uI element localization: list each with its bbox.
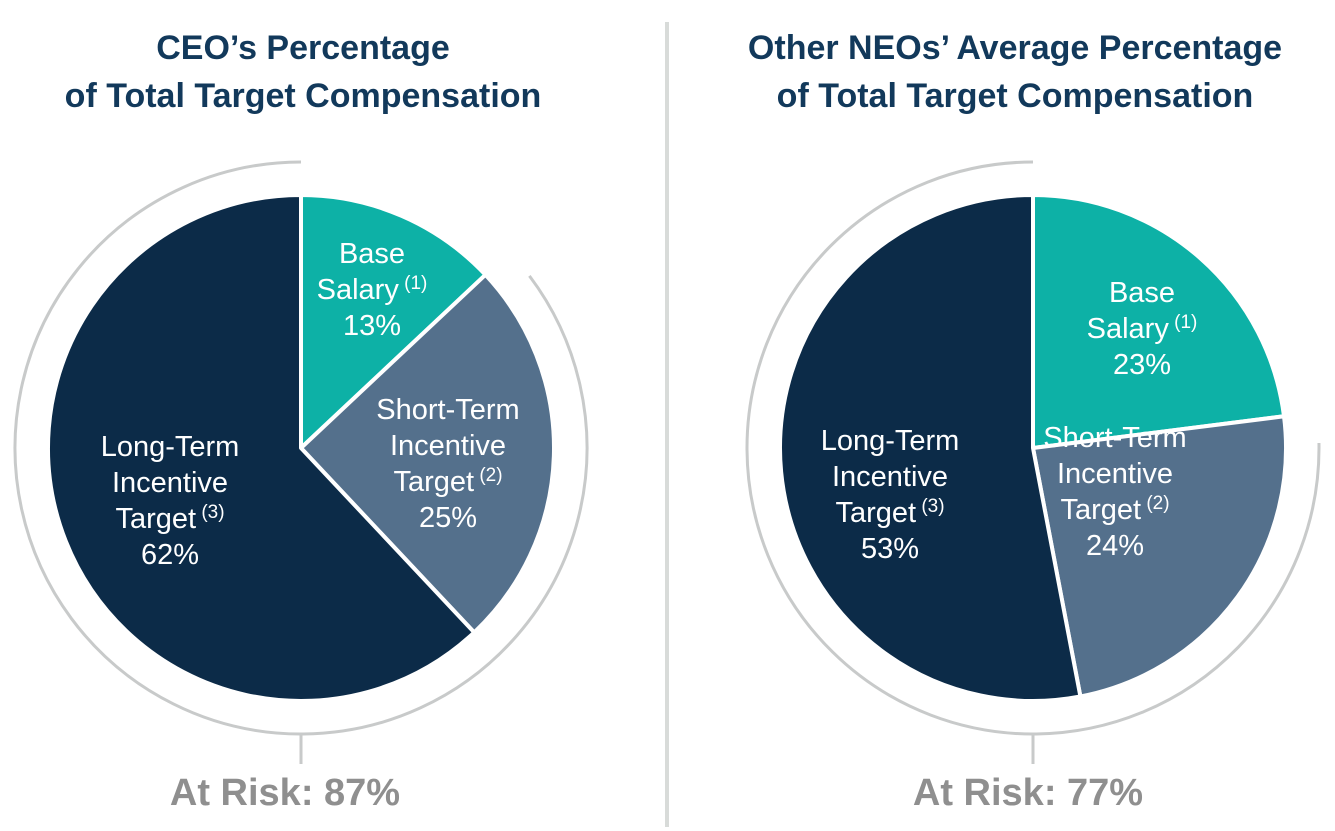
pie-ceo-slice-long-term-incentive-target (46, 193, 477, 703)
at-risk-arc-ceo (13, 160, 589, 736)
pie-ceo-slice-label-base-salary: Base Salary (1) 13% (317, 238, 428, 342)
chart-title-ceo: CEO’s Percentage of Total Target Compens… (0, 24, 606, 120)
pie-ceo-slice-base-salary (299, 193, 488, 450)
at-risk-label-ceo: At Risk: 87% (169, 772, 401, 814)
pie-other-neos-slice-long-term-incentive-target (778, 193, 1083, 703)
pie-ceo-slice-label-long-term-incentive-target: Long-Term Incentive Target (3) 62% (101, 431, 240, 571)
pie-ceo-slice-short-term-incentive-target (299, 272, 556, 635)
at-risk-label-other-neos: At Risk: 77% (912, 772, 1144, 814)
pie-other-neos-slice-label-short-term-incentive-target: Short-Term Incentive Target (2) 24% (1043, 422, 1186, 562)
chart-title-other-neos: Other NEOs’ Average Percentage of Total … (680, 24, 1335, 120)
at-risk-arc-other-neos (745, 160, 1321, 736)
pie-other-neos-slice-label-long-term-incentive-target: Long-Term Incentive Target (3) 53% (821, 425, 960, 565)
pie-other-neos-slice-base-salary (1031, 193, 1287, 450)
pie-other-neos-slice-label-base-salary: Base Salary (1) 23% (1087, 277, 1198, 381)
panel-divider (665, 22, 669, 827)
chart-title-ceo-line-2: of Total Target Compensation (64, 77, 542, 115)
chart-title-other-neos-line-2: of Total Target Compensation (776, 77, 1254, 115)
pie-ceo-slice-label-short-term-incentive-target: Short-Term Incentive Target (2) 25% (376, 394, 519, 534)
chart-title-other-neos-line-1: Other NEOs’ Average Percentage (747, 29, 1283, 67)
chart-title-ceo-line-1: CEO’s Percentage (156, 29, 450, 67)
pie-other-neos-slice-short-term-incentive-target (1031, 414, 1288, 699)
pie-other-neos: Base Salary (1) 23% Short-Term Incentive Targ… (745, 160, 1321, 764)
pie-ceo: Base Salary (1) 13% Short-Term Incentive Targ… (13, 160, 589, 764)
